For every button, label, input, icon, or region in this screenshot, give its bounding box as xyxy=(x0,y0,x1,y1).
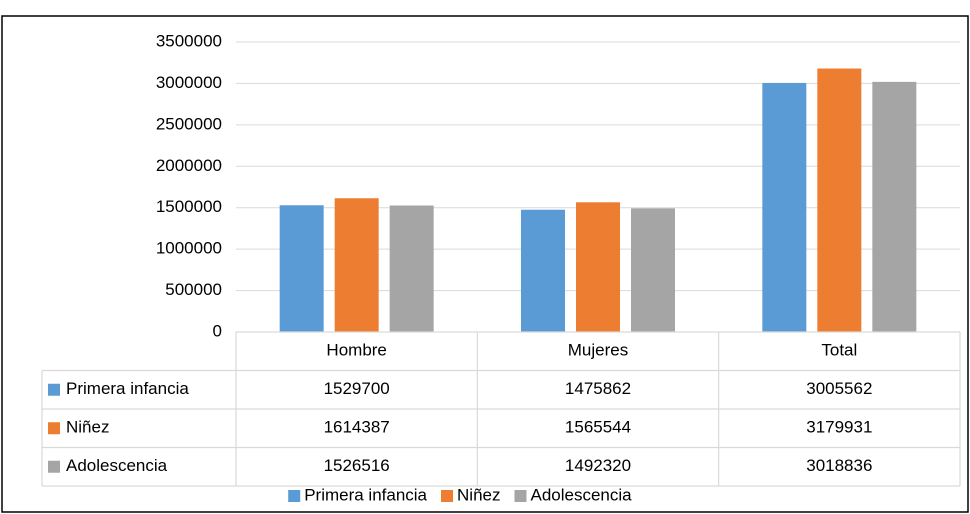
table-legend-key xyxy=(48,422,60,435)
legend-label: Niñez xyxy=(457,485,500,504)
x-tick-label: Total xyxy=(821,341,857,360)
y-tick-label: 2000000 xyxy=(156,156,222,175)
x-tick-label: Hombre xyxy=(326,341,386,360)
y-tick-label: 0 xyxy=(213,321,222,340)
table-cell: 3005562 xyxy=(806,379,872,398)
legend-key xyxy=(514,490,527,502)
y-tick-label: 3500000 xyxy=(156,31,222,50)
table-cell: 1475862 xyxy=(565,379,631,398)
bar xyxy=(817,68,862,332)
table-legend-key xyxy=(48,460,60,473)
y-tick-label: 500000 xyxy=(165,280,222,299)
bar xyxy=(576,202,620,332)
bar xyxy=(389,205,434,332)
bar xyxy=(279,205,324,332)
chart-border xyxy=(1,15,969,513)
table-cell: 1526516 xyxy=(324,456,390,475)
y-tick-label: 1500000 xyxy=(156,197,222,216)
table-row-label: Niñez xyxy=(66,418,109,437)
legend-key xyxy=(441,490,454,502)
bar xyxy=(872,81,917,332)
table-row-label: Adolescencia xyxy=(66,456,168,475)
table-cell: 1529700 xyxy=(324,379,390,398)
table-cell: 1565544 xyxy=(565,418,631,437)
y-tick-label: 1000000 xyxy=(156,239,222,258)
x-tick-label: Mujeres xyxy=(568,341,628,360)
y-tick-label: 2500000 xyxy=(156,114,222,133)
y-tick-label: 3000000 xyxy=(156,73,222,92)
bar xyxy=(762,82,807,333)
table-cell: 1614387 xyxy=(324,418,390,437)
bar xyxy=(334,198,379,332)
legend-label: Adolescencia xyxy=(530,485,632,504)
legend-key xyxy=(288,490,301,502)
table-cell: 3018836 xyxy=(806,456,872,475)
table-row-label: Primera infancia xyxy=(66,379,189,398)
bar xyxy=(521,209,565,332)
bar xyxy=(631,208,675,332)
table-cell: 3179931 xyxy=(806,418,872,437)
table-cell: 1492320 xyxy=(565,456,631,475)
legend-label: Primera infancia xyxy=(304,485,427,504)
table-legend-key xyxy=(48,383,60,396)
